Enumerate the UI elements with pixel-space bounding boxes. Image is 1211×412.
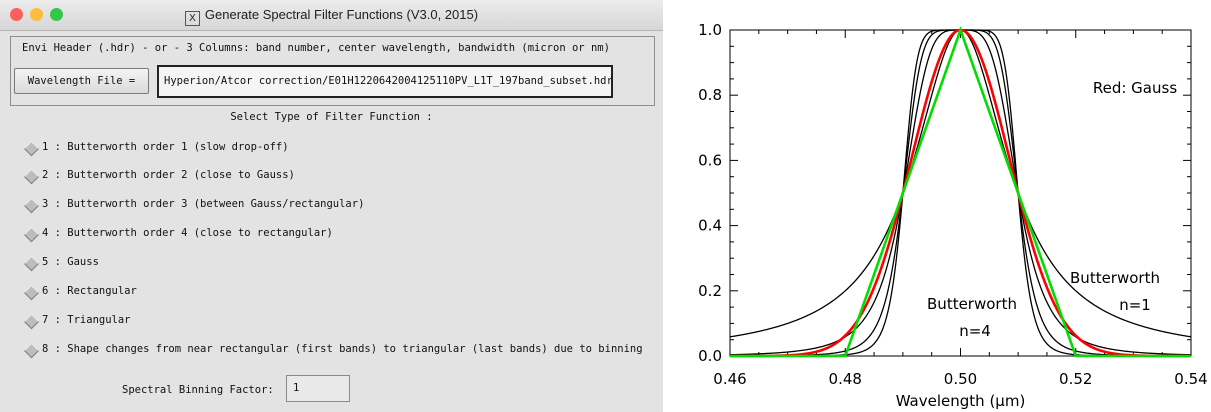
radio-button-icon[interactable]: [23, 255, 40, 272]
close-window-button[interactable]: [10, 8, 23, 21]
x-axis-label: Wavelength (μm): [896, 392, 1026, 410]
y-tick-label: 1.0: [698, 21, 722, 39]
series-line-triangle: [730, 26, 1191, 358]
binning-factor-label: Spectral Binning Factor:: [122, 384, 274, 396]
filter-option-label: 6 : Rectangular: [42, 285, 137, 297]
radio-button-icon[interactable]: [23, 197, 40, 214]
x-tick-label: 0.46: [713, 370, 746, 388]
annotation-butterworth-n1: Butterworth: [1070, 269, 1160, 287]
filter-option-label: 5 : Gauss: [42, 256, 99, 268]
radio-button-icon[interactable]: [23, 342, 40, 359]
filter-function-window: X Generate Spectral Filter Functions (V3.…: [0, 0, 663, 412]
window-title: X Generate Spectral Filter Functions (V3.…: [0, 7, 663, 26]
x-tick-label: 0.50: [944, 370, 977, 388]
y-tick-label: 0.4: [698, 217, 722, 235]
x11-app-icon: X: [184, 11, 200, 26]
y-tick-label: 0.2: [698, 282, 722, 300]
binning-factor-input[interactable]: 1: [286, 375, 350, 402]
annotation-red-gauss: Red: Gauss: [1093, 79, 1177, 97]
filter-option-label: 2 : Butterworth order 2 (close to Gauss): [42, 169, 295, 181]
radio-button-icon[interactable]: [23, 168, 40, 185]
y-tick-label: 0.0: [698, 347, 722, 365]
wavelength-file-button[interactable]: Wavelength File =: [14, 68, 149, 94]
x-tick-label: 0.54: [1174, 370, 1207, 388]
filter-type-heading: Select Type of Filter Function :: [230, 111, 433, 123]
y-tick-label: 0.8: [698, 86, 722, 104]
annotation-butterworth-n4: Butterworth: [927, 295, 1017, 313]
radio-button-icon[interactable]: [23, 226, 40, 243]
annotation-n1: n=1: [1119, 296, 1151, 314]
x-tick-label: 0.48: [829, 370, 862, 388]
filter-option-label: 1 : Butterworth order 1 (slow drop-off): [42, 141, 289, 153]
filter-functions-chart: 0.46 0.48 0.50 0.52 0.54 0.0 0.2 0.4 0.6 0.8 1.0 Wa…: [698, 21, 1208, 410]
series-line-butterworth-n1: [729, 29, 1192, 338]
radio-button-icon[interactable]: [23, 284, 40, 301]
filter-option-label: 4 : Butterworth order 4 (close to rectan…: [42, 227, 333, 239]
wavelength-file-input[interactable]: Hyperion/Atcor correction/E01H1220642004…: [157, 65, 613, 98]
annotation-n4: n=4: [959, 322, 991, 340]
filter-option-label: 7 : Triangular: [42, 314, 131, 326]
radio-button-icon[interactable]: [23, 313, 40, 330]
title-bar[interactable]: X Generate Spectral Filter Functions (V3.…: [0, 0, 663, 31]
minimize-window-button[interactable]: [30, 8, 43, 21]
input-file-group: [10, 36, 655, 106]
y-tick-label: 0.6: [698, 151, 722, 169]
header-info-text: Envi Header (.hdr) - or - 3 Columns: ban…: [22, 42, 610, 54]
window-title-text: Generate Spectral Filter Functions (V3.0…: [204, 7, 479, 22]
radio-button-icon[interactable]: [23, 140, 40, 157]
x-tick-label: 0.52: [1059, 370, 1092, 388]
filter-option-label: 3 : Butterworth order 3 (between Gauss/r…: [42, 198, 365, 210]
zoom-window-button[interactable]: [50, 8, 63, 21]
filter-option-label: 8 : Shape changes from near rectangular …: [42, 343, 643, 355]
